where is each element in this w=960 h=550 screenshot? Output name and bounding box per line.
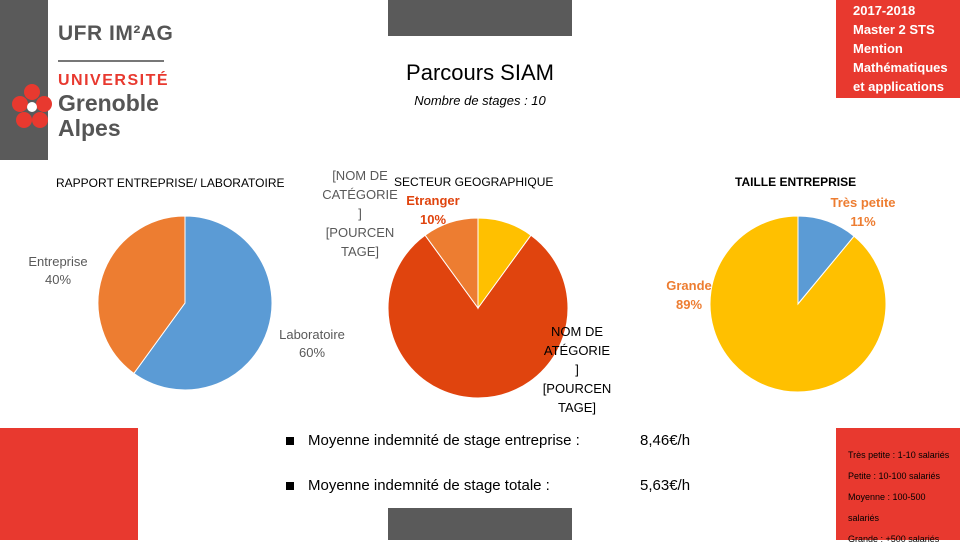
pie1-labo-pct: 60% [298,345,326,360]
bottom-right-red-box [836,428,960,540]
legend-grande: Grande : +500 salariés [848,534,940,544]
program-degree: Master 2 STS [853,22,935,37]
pie3-tp-pct: 11% [850,214,876,229]
chart2-title: SECTEUR GEOGRAPHIQUE [394,175,554,189]
pie2-slice-2 [477,218,532,310]
pie2-top-line4: [POURCEN [325,225,395,240]
pie1-label-labo: Laboratoire 60% [270,326,354,362]
pie1-labo-name: Laboratoire [279,327,345,342]
bullet-icon [286,482,294,491]
program-math: Mathématiques [853,60,948,75]
pie2-label-etranger: Etranger 10% [400,191,466,229]
pie3-label-grande: Grande 89% [660,276,718,314]
pie1-label-entreprise: Entreprise 40% [18,253,98,289]
chart1-title: RAPPORT ENTREPRISE/ LABORATOIRE [56,176,285,190]
left-top-grey-bar [0,0,48,160]
stat-total: Moyenne indemnité de stage totale : [286,477,550,494]
pie3-label-tp: Très petite 11% [818,193,908,231]
stat-entreprise-value: 8,46€/h [640,432,691,449]
pie2-label-top: [NOM DE CATÉGORIE ] [POURCEN TAGE] [322,166,398,261]
legend-tres-petite: Très petite : 1-10 salariés [848,450,950,460]
pie2-label-bottom: NOM DE ATÉGORIE ] [POURCEN TAGE] [532,322,622,417]
stat-total-label: Moyenne indemnité de stage totale : [308,477,550,494]
stat-total-value: 5,63€/h [640,477,691,494]
pie1-slice-1 [98,216,186,375]
pie2-bottom-line5: TAGE] [557,400,597,415]
pie-chart-rapport [98,216,272,390]
pie2-bottom-line1: NOM DE [551,324,603,339]
pie3-slice-1 [710,216,886,392]
stat-entreprise: Moyenne indemnité de stage entreprise : [286,432,580,449]
pie1-slice-0 [133,216,272,390]
bullet-icon [286,437,294,446]
pie2-etranger-name: Etranger [406,193,460,208]
logo-universite: UNIVERSITÉ [58,72,170,89]
pie2-etranger-pct: 10% [419,212,447,227]
program-info: 2017-2018 Master 2 STS Mention Mathémati… [853,1,960,96]
logo-divider [58,60,164,62]
pie2-top-line1: [NOM DE [332,168,388,183]
legend-petite: Petite : 10-100 salariés [848,471,941,481]
pie2-bottom-line3: ] [575,362,579,377]
top-right-red-box [836,0,960,98]
pie2-slice-0 [388,234,568,398]
chart3-title: TAILLE ENTREPRISE [735,175,857,189]
bottom-left-red-box [0,428,138,540]
page-title: Parcours SIAM [406,60,554,85]
program-year: 2017-2018 [853,3,916,18]
size-legend: Très petite : 1-10 salariés Petite : 10-… [848,445,960,550]
pie1-entreprise-name: Entreprise [28,254,88,269]
program-mention: Mention [853,41,903,56]
pie-chart-taille [710,216,886,392]
pie2-bottom-line2: ATÉGORIE [543,343,611,358]
bottom-center-grey-bar [388,508,572,540]
pie-chart-secteur [388,218,568,398]
pie1-entreprise-pct: 40% [44,272,72,287]
pie3-grande-pct: 89% [675,297,703,312]
program-apps: et applications [853,79,945,94]
pie3-tp-name: Très petite [830,195,896,210]
pie2-top-line3: ] [358,206,362,221]
pie2-top-line2: CATÉGORIE [322,187,398,202]
legend-moyenne: Moyenne : 100-500 [848,492,926,502]
top-center-grey-bar [388,0,572,36]
logo-alpes: Alpes [58,115,121,141]
pie3-grande-name: Grande [666,278,712,293]
logo-grenoble: Grenoble [58,90,159,116]
logo-ufr: UFR IM²AG [58,22,174,45]
page-subtitle: Nombre de stages : 10 [414,93,546,108]
university-flower-logo-icon [12,84,52,128]
pie2-top-line5: TAGE] [340,244,380,259]
pie2-bottom-line4: [POURCEN [542,381,612,396]
stat-entreprise-label: Moyenne indemnité de stage entreprise : [308,432,580,449]
legend-moyenne-cont: salariés [848,513,880,523]
